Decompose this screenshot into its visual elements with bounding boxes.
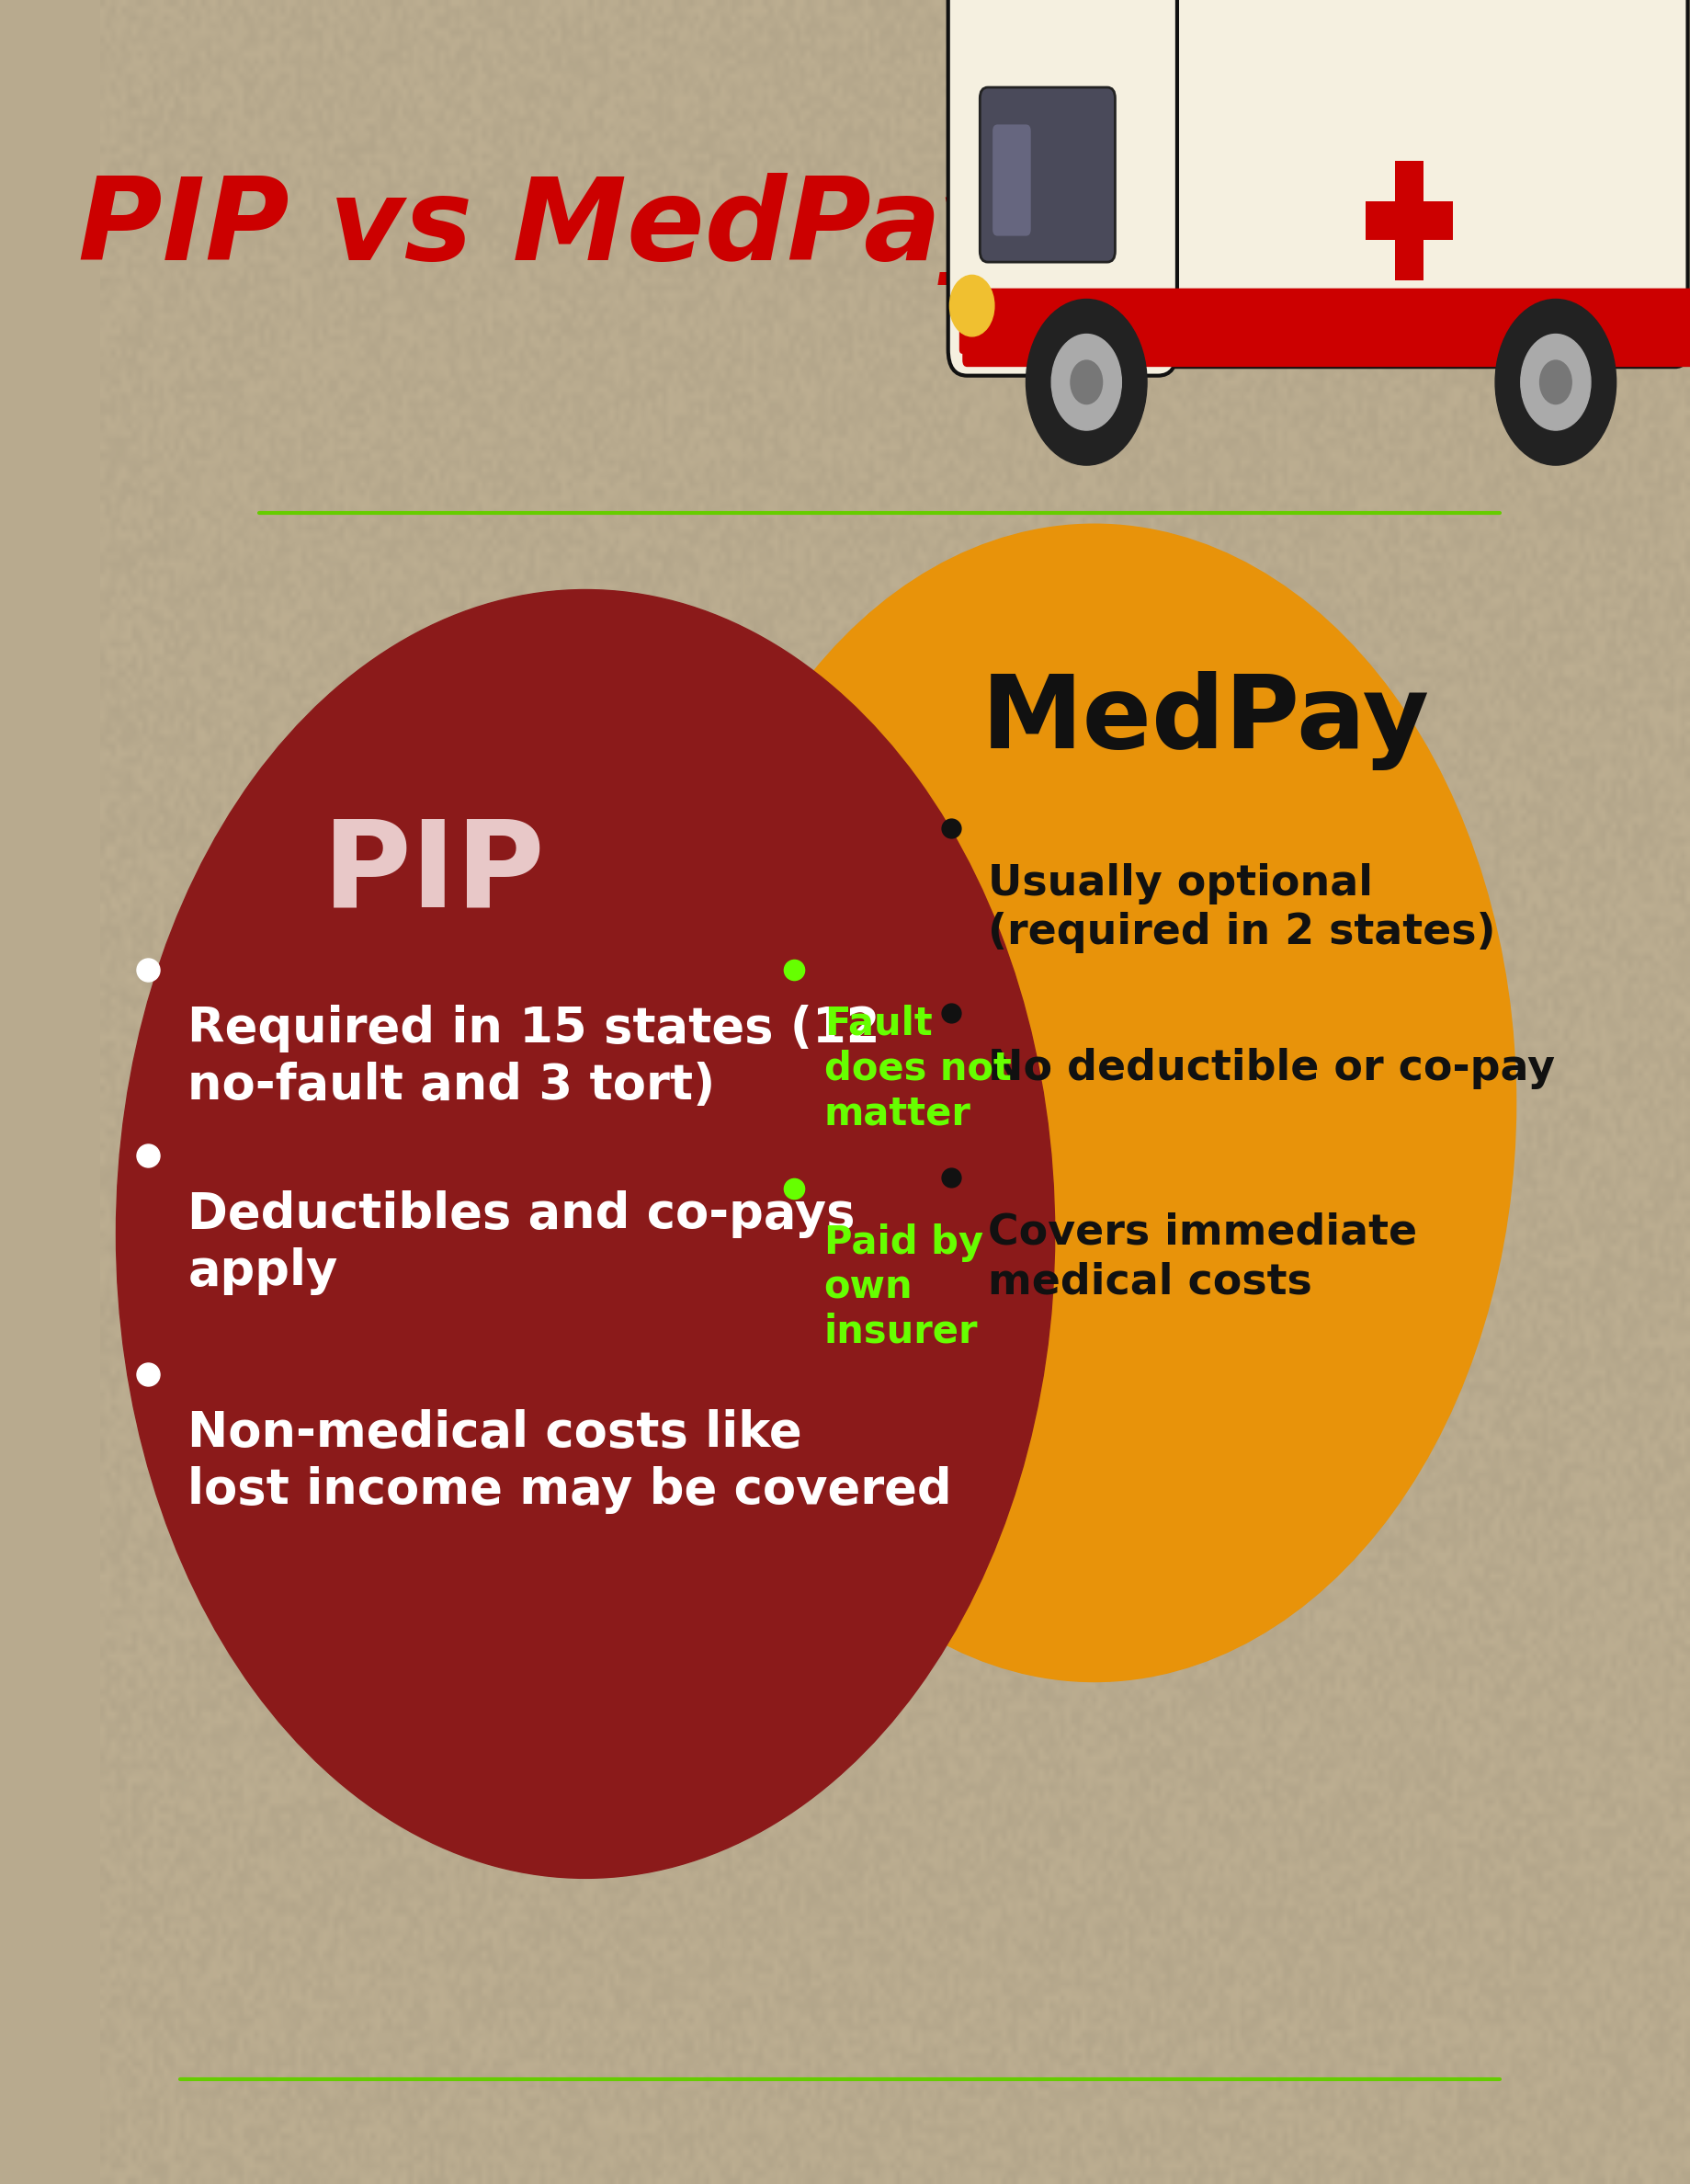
Circle shape [1051,334,1120,430]
FancyBboxPatch shape [994,0,1687,367]
Bar [1394,159,1423,280]
Circle shape [1519,334,1590,430]
FancyBboxPatch shape [992,124,1031,236]
Bar [1364,201,1452,240]
Text: Usually optional
(required in 2 states): Usually optional (required in 2 states) [987,863,1494,954]
Text: Paid by
own
insurer: Paid by own insurer [823,1223,982,1352]
Circle shape [117,590,1055,1878]
Circle shape [1494,299,1616,465]
Text: Covers immediate
medical costs: Covers immediate medical costs [987,1212,1416,1304]
Circle shape [1540,360,1570,404]
FancyBboxPatch shape [948,0,1176,376]
Text: PIP vs MedPay: PIP vs MedPay [78,173,1012,286]
Text: PIP: PIP [323,815,546,933]
Text: Deductibles and co-pays
apply: Deductibles and co-pays apply [188,1190,855,1295]
Text: MedPay: MedPay [980,670,1430,771]
Text: No deductible or co-pay: No deductible or co-pay [987,1048,1555,1090]
FancyBboxPatch shape [962,288,1690,367]
Circle shape [1026,299,1146,465]
Text: Non-medical costs like
lost income may be covered: Non-medical costs like lost income may b… [188,1409,951,1514]
Circle shape [950,275,994,336]
Circle shape [673,524,1516,1682]
Circle shape [1070,360,1102,404]
FancyBboxPatch shape [980,87,1114,262]
FancyBboxPatch shape [958,312,989,354]
Text: Fault
does not
matter: Fault does not matter [823,1005,1011,1133]
Text: Required in 15 states (12
no-fault and 3 tort): Required in 15 states (12 no-fault and 3… [188,1005,880,1109]
